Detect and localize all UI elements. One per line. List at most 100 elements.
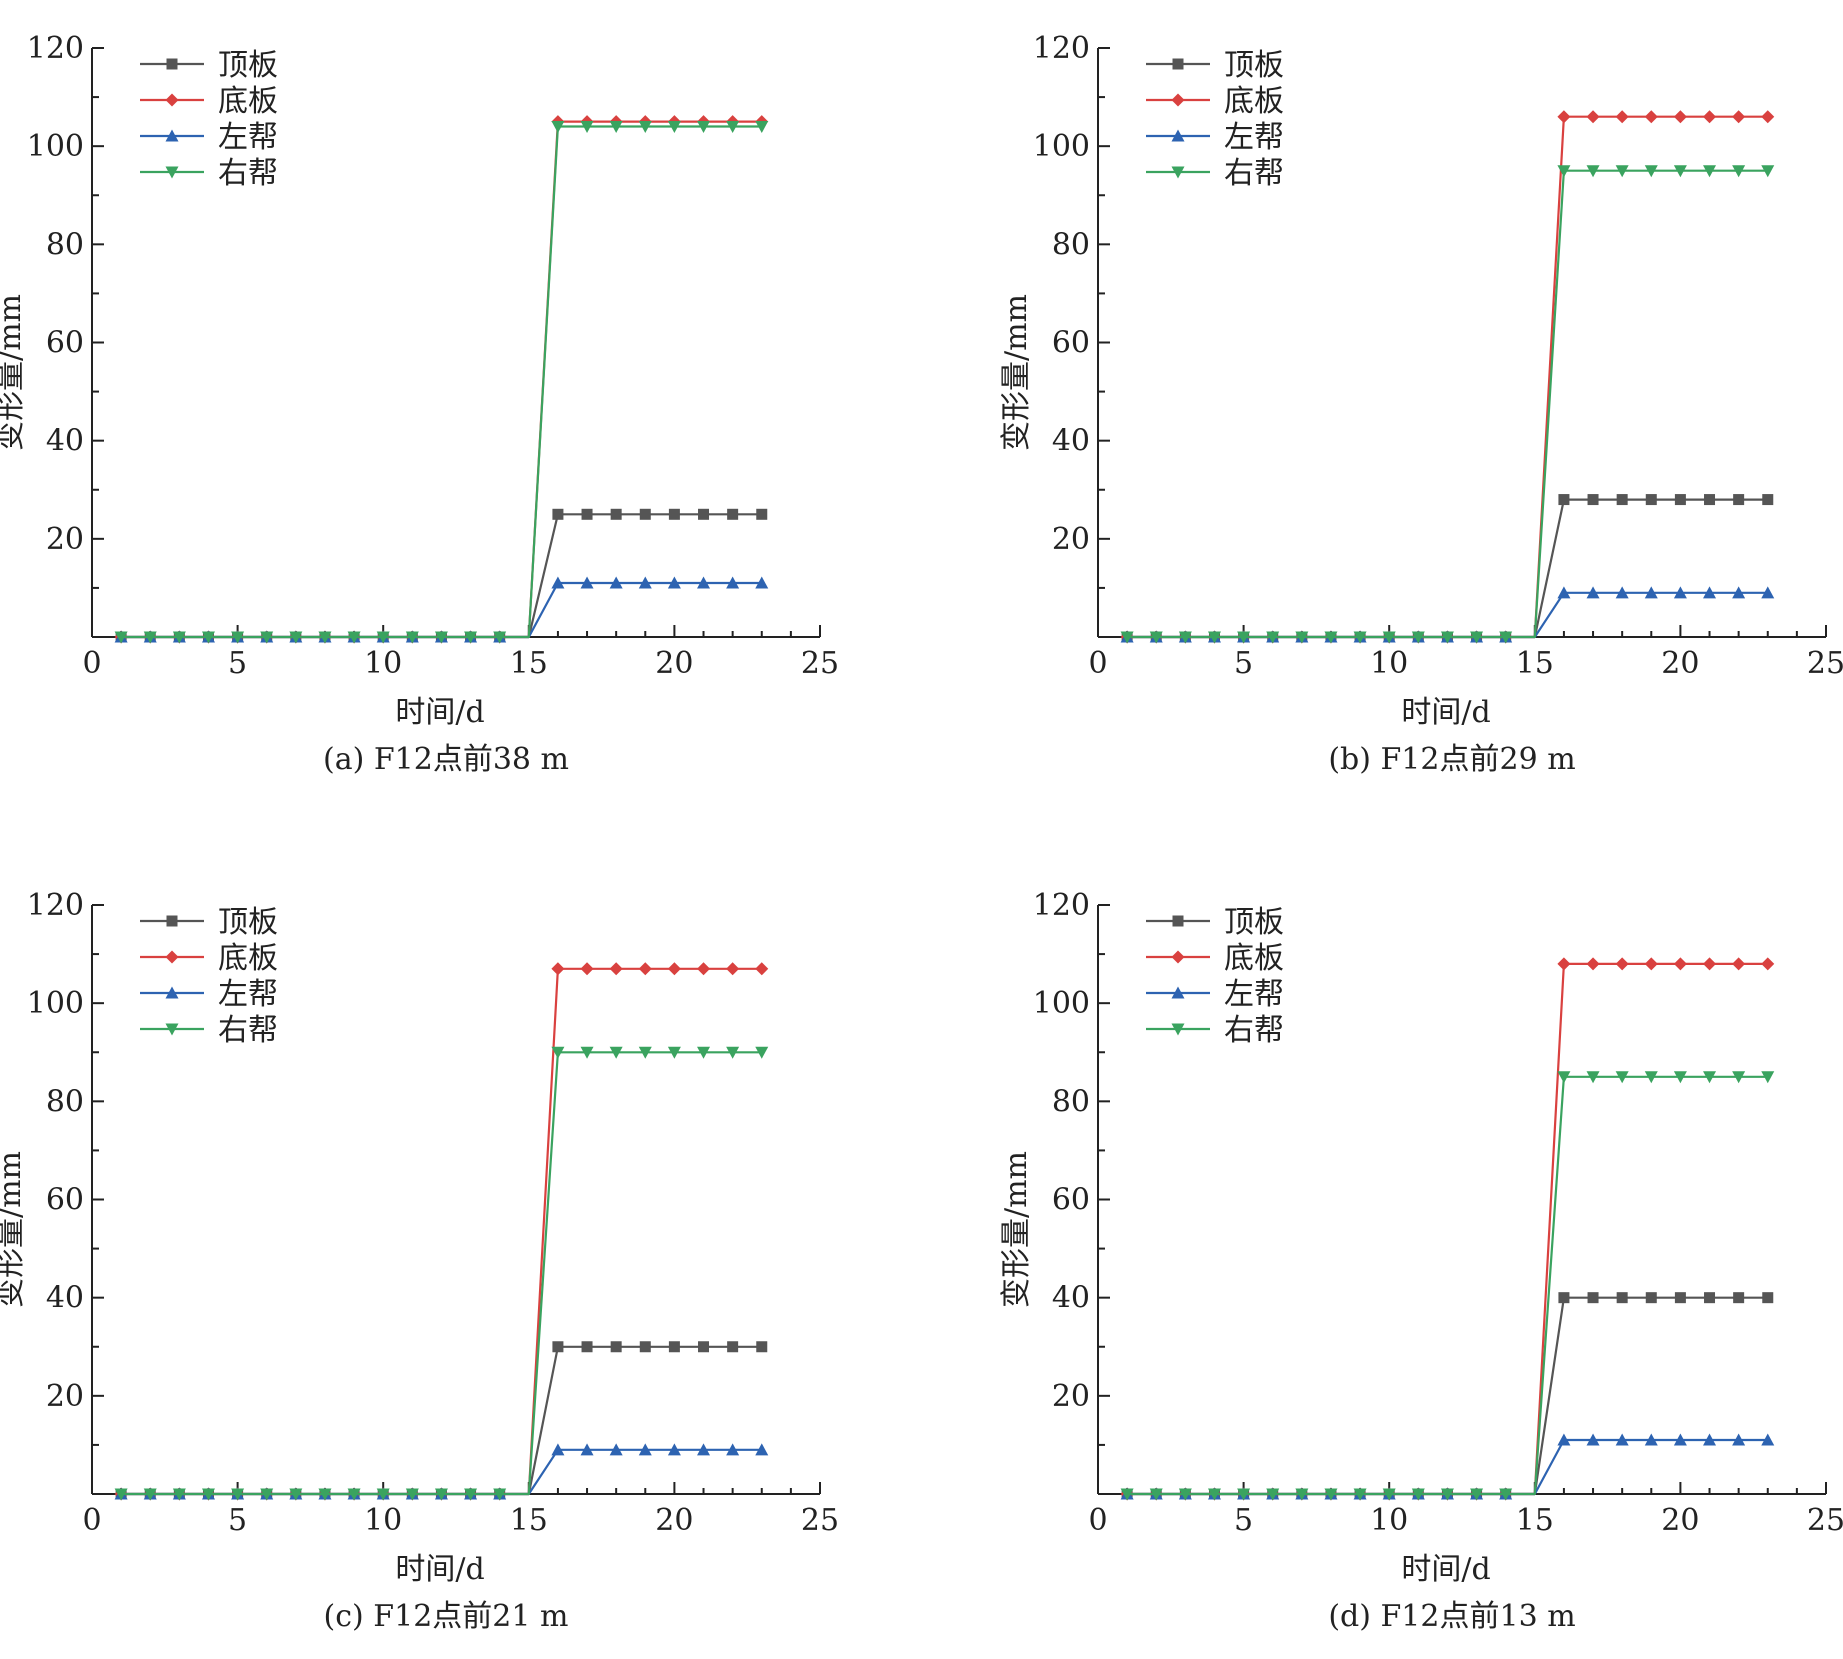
data-point — [231, 1488, 245, 1501]
x-tick-label: 5 — [228, 646, 247, 681]
data-point — [667, 121, 681, 134]
data-point — [172, 1488, 186, 1501]
data-point — [1644, 957, 1658, 971]
chart-caption: (c) F12点前21 m — [324, 1599, 569, 1634]
data-point — [1704, 494, 1716, 506]
legend-label: 底板 — [1224, 84, 1284, 119]
series-1 — [1121, 494, 1774, 643]
data-point — [1644, 1071, 1658, 1084]
x-tick-label: 15 — [510, 646, 548, 681]
data-point — [493, 631, 507, 644]
data-point — [1353, 1488, 1367, 1501]
data-point — [464, 1488, 478, 1501]
data-point — [609, 121, 623, 134]
x-axis-title: 时间/d — [1401, 1552, 1490, 1587]
data-point — [1324, 631, 1338, 644]
legend-marker — [165, 986, 179, 999]
y-tick-label: 40 — [1052, 1281, 1090, 1316]
data-point — [1703, 110, 1717, 124]
series-line — [121, 513, 762, 639]
x-tick-label: 15 — [1516, 646, 1554, 681]
series-line — [121, 581, 762, 639]
data-point — [638, 1046, 652, 1059]
chart-panel-3: 20 40 60 80 100 120 0 5 10 15 20 25 时间/d 变形量/mm (c) F1… — [0, 888, 839, 1634]
legend-label: 左帮 — [1224, 977, 1284, 1012]
chart-caption: (a) F12点前38 m — [323, 742, 569, 777]
data-point — [552, 508, 564, 520]
data-point — [698, 508, 710, 520]
data-point — [1295, 631, 1309, 644]
data-point — [1732, 586, 1746, 599]
data-point — [201, 631, 215, 644]
series-2 — [114, 115, 769, 644]
data-point — [1411, 631, 1425, 644]
x-tick-label: 10 — [1370, 646, 1408, 681]
data-point — [1645, 1292, 1657, 1304]
data-point — [1499, 631, 1513, 644]
legend-label: 顶板 — [218, 905, 278, 940]
legend-marker — [1171, 93, 1185, 107]
data-point — [580, 962, 594, 976]
data-point — [609, 576, 623, 589]
data-point — [697, 1443, 711, 1456]
data-point — [1761, 957, 1775, 971]
data-point — [1703, 1071, 1717, 1084]
y-tick-label: 60 — [1052, 1183, 1090, 1218]
data-point — [726, 576, 740, 589]
data-point — [1266, 631, 1280, 644]
data-point — [755, 1443, 769, 1456]
data-point — [1673, 1433, 1687, 1446]
x-axis-title: 时间/d — [1401, 695, 1490, 730]
data-point — [1178, 631, 1192, 644]
data-point — [434, 631, 448, 644]
data-point — [1324, 1488, 1338, 1501]
chart-caption: (d) F12点前13 m — [1328, 1599, 1575, 1634]
data-point — [1558, 494, 1570, 506]
legend-label: 左帮 — [218, 977, 278, 1012]
x-tick-label: 0 — [1088, 646, 1107, 681]
data-point — [580, 1046, 594, 1059]
legend-label: 顶板 — [218, 48, 278, 83]
y-tick-label: 100 — [1033, 129, 1090, 164]
legend-label: 左帮 — [1224, 120, 1284, 155]
x-tick-label: 10 — [364, 646, 402, 681]
data-point — [172, 631, 186, 644]
data-point — [755, 1046, 769, 1059]
data-point — [1149, 631, 1163, 644]
series-4 — [1120, 1071, 1775, 1501]
y-axis-title: 变形量/mm — [0, 1151, 28, 1308]
y-tick-label: 100 — [27, 129, 84, 164]
data-point — [1557, 165, 1571, 178]
data-point — [551, 576, 565, 589]
data-point — [1382, 1488, 1396, 1501]
data-point — [493, 1488, 507, 1501]
legend-marker — [1171, 129, 1185, 142]
data-point — [289, 1488, 303, 1501]
data-point — [726, 121, 740, 134]
y-tick-label: 20 — [1052, 522, 1090, 557]
data-point — [639, 508, 651, 520]
series-2 — [1120, 110, 1775, 644]
data-point — [1557, 1071, 1571, 1084]
data-point — [580, 576, 594, 589]
x-tick-label: 25 — [801, 646, 839, 681]
y-tick-label: 120 — [1033, 888, 1090, 923]
data-point — [1733, 494, 1745, 506]
x-axis-title: 时间/d — [395, 695, 484, 730]
y-tick-label: 80 — [46, 227, 84, 262]
series-line — [121, 1345, 762, 1496]
x-tick-label: 5 — [1234, 1503, 1253, 1538]
data-point — [1149, 1488, 1163, 1501]
legend-label: 顶板 — [1224, 905, 1284, 940]
data-point — [756, 508, 768, 520]
data-point — [1207, 631, 1221, 644]
series-line — [1127, 169, 1768, 639]
y-tick-label: 80 — [46, 1084, 84, 1119]
series-line — [1127, 591, 1768, 639]
legend-label: 右帮 — [218, 156, 278, 191]
data-point — [1704, 1292, 1716, 1304]
series-line — [1127, 1296, 1768, 1496]
